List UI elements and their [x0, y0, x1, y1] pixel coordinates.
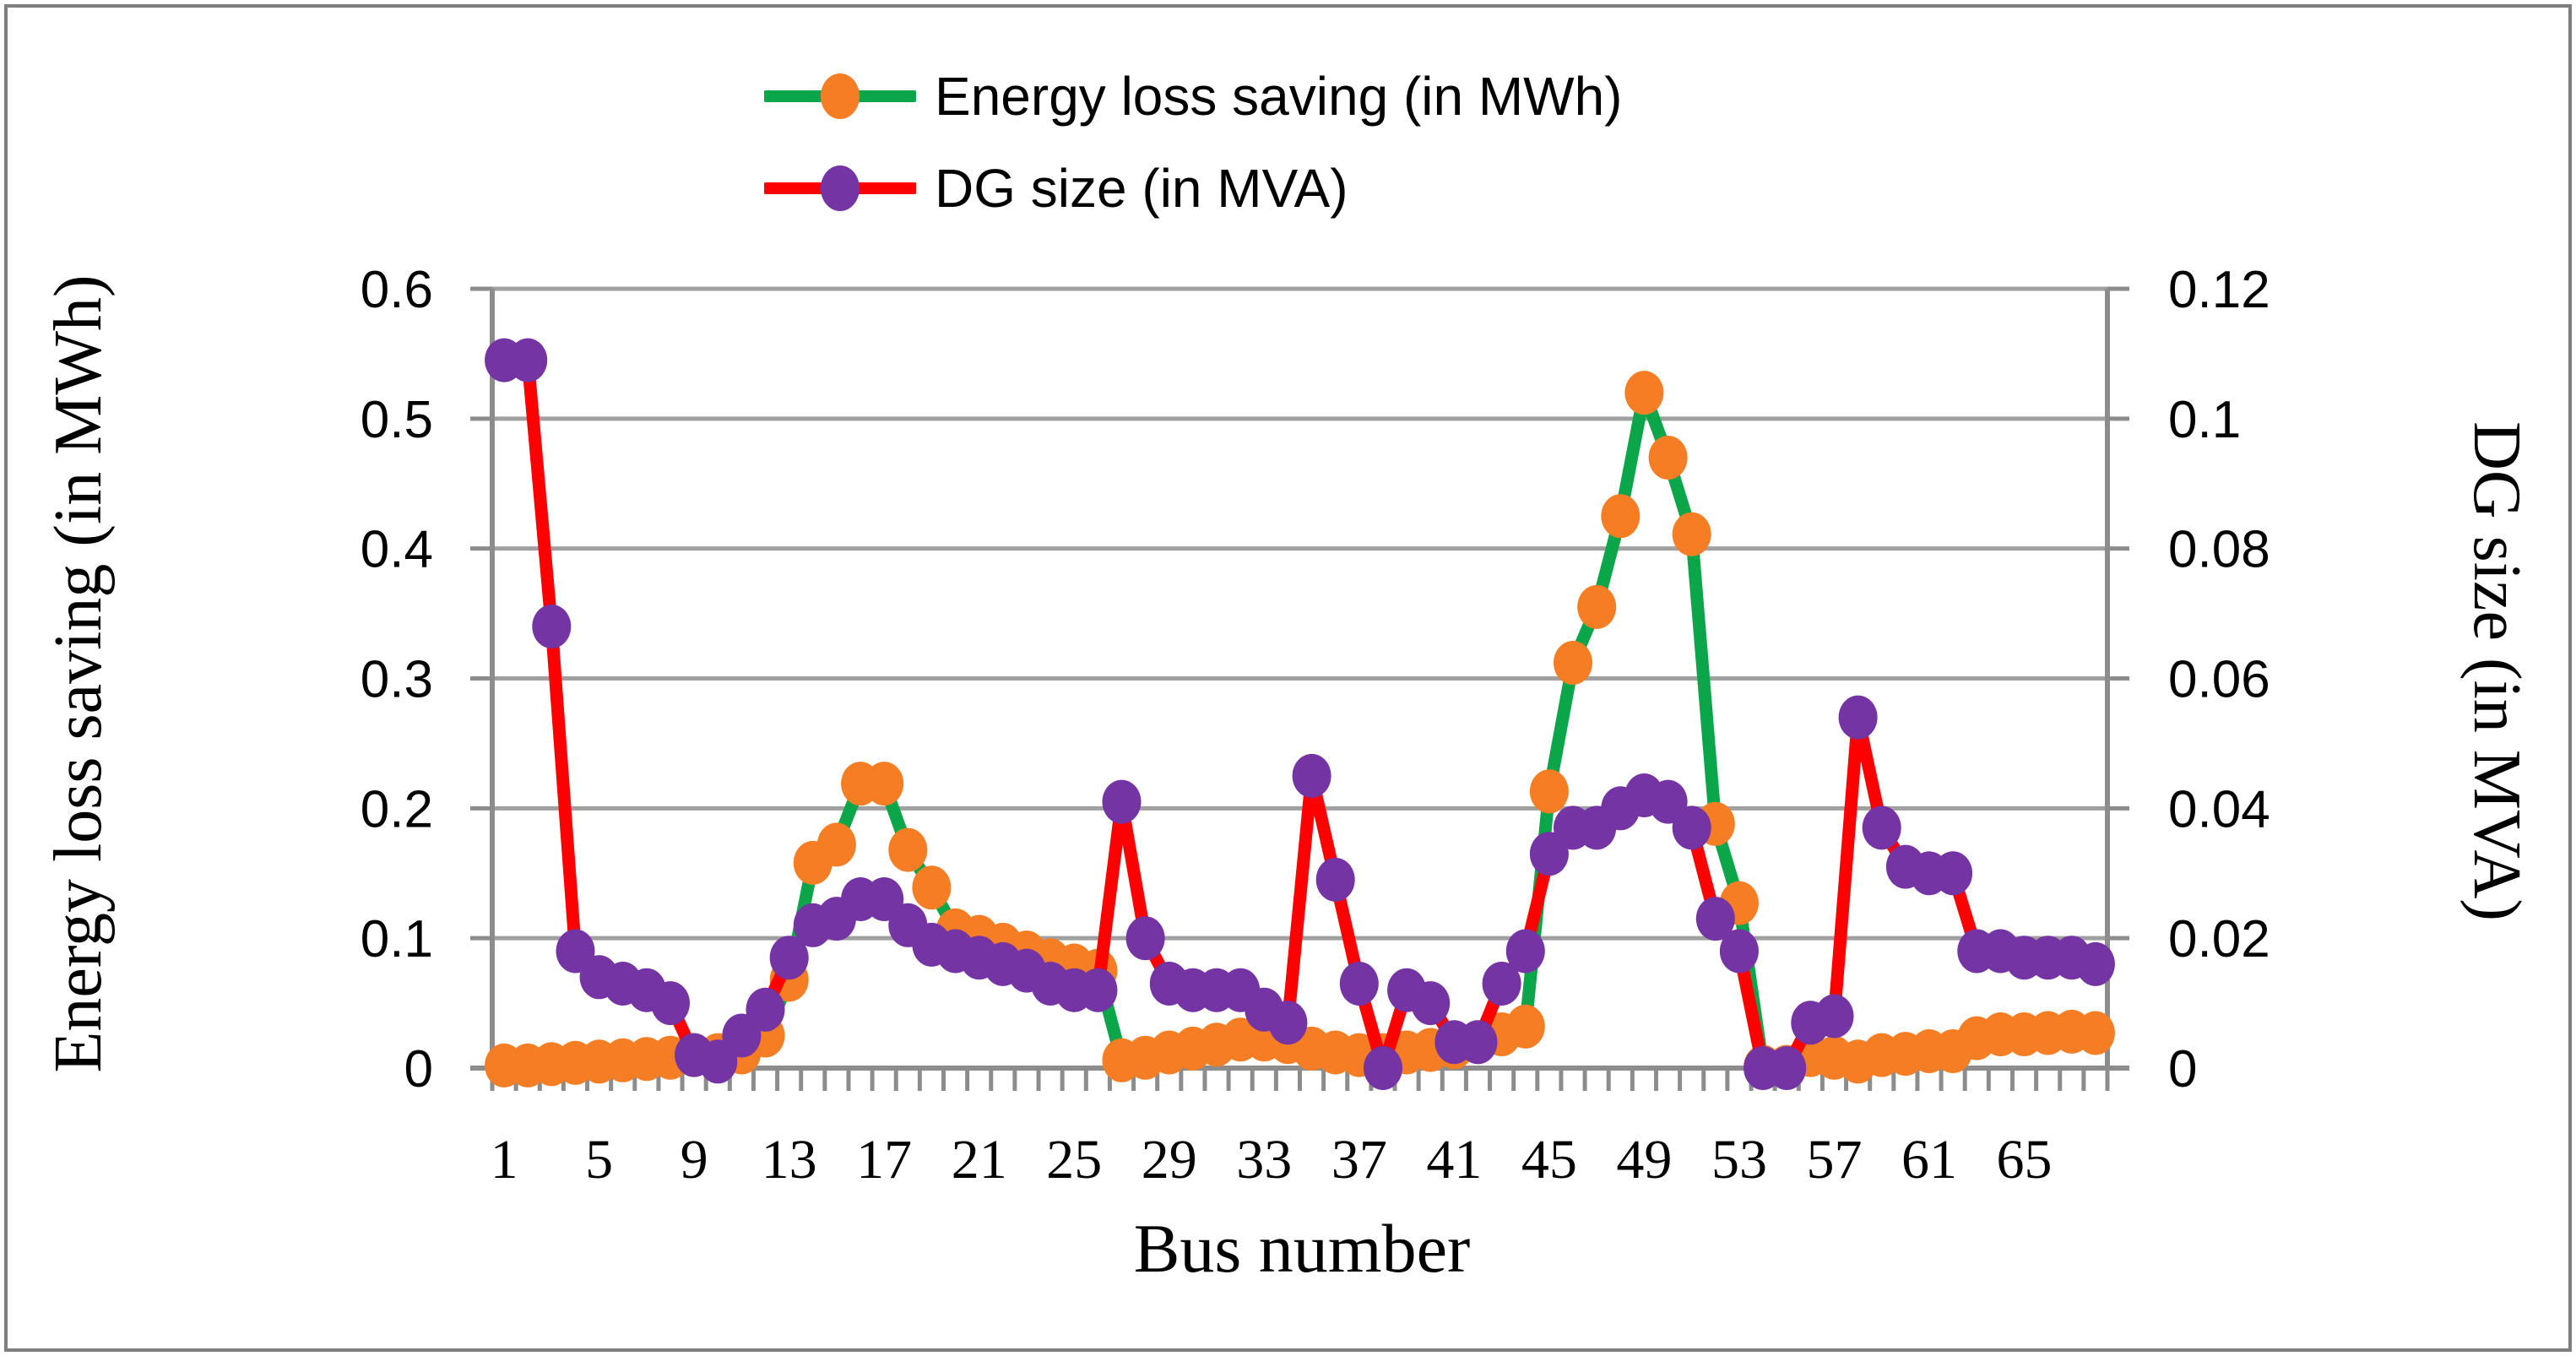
dg-series-marker [651, 981, 690, 1026]
energy-series-marker [865, 762, 904, 806]
dg-series-marker [1458, 1020, 1498, 1065]
energy-series-marker [1672, 512, 1711, 556]
x-axis-tick-label: 25 [1046, 1129, 1102, 1191]
left-axis-tick-label: 0.1 [361, 910, 433, 968]
right-axis-tick-label: 0.1 [2168, 391, 2241, 449]
dg-series-marker [1078, 968, 1118, 1012]
right-axis-title: DG size (in MVA) [2459, 421, 2534, 921]
left-axis-tick-label: 0.2 [361, 780, 433, 838]
dg-series-marker [1315, 857, 1355, 902]
dg-series-marker [1719, 929, 1759, 974]
x-axis-tick-label: 13 [762, 1129, 817, 1191]
energy-series-marker [2075, 1011, 2115, 1055]
energy-series-marker [1601, 494, 1641, 539]
dg-series-marker [2075, 941, 2115, 986]
dg-series-marker [532, 605, 572, 648]
dg-series-marker [1695, 897, 1735, 941]
dg-series-marker [508, 338, 548, 382]
right-axis-tick-label: 0.06 [2168, 651, 2270, 709]
dg-series-marker [1482, 962, 1521, 1006]
energy-series-marker [912, 865, 952, 910]
energy-series-marker [888, 827, 928, 872]
energy-series-marker [1577, 584, 1617, 629]
x-axis-tick-label: 21 [952, 1129, 1007, 1191]
x-axis-title: Bus number [1133, 1210, 1471, 1287]
left-axis-tick-label: 0.3 [361, 651, 433, 709]
dg-series-marker [1767, 1046, 1807, 1090]
dg-series-marker [1268, 1001, 1308, 1045]
right-axis-tick-label: 0.08 [2168, 521, 2270, 579]
legend-item-dg-size: DG size (in MVA) [764, 150, 1348, 226]
x-axis-tick-label: 33 [1236, 1129, 1292, 1191]
legend-label-dg-size: DG size (in MVA) [935, 158, 1348, 219]
dg-series-marker [1339, 962, 1379, 1006]
x-axis-tick-label: 45 [1521, 1129, 1577, 1191]
x-axis-tick-label: 65 [1997, 1129, 2053, 1191]
right-axis-tick-label: 0.04 [2168, 780, 2270, 838]
dg-series-marker [746, 987, 785, 1032]
dg-series-marker [1672, 805, 1711, 850]
x-axis-tick-label: 17 [856, 1129, 912, 1191]
x-axis-tick-label: 29 [1142, 1129, 1197, 1191]
energy-series-marker [1554, 641, 1592, 685]
dg-series-marker [1292, 753, 1331, 798]
dg-series-marker [1838, 695, 1878, 740]
left-axis-title: Energy loss saving (in MWh) [41, 274, 116, 1073]
legend-label-energy: Energy loss saving (in MWh) [935, 66, 1623, 127]
energy-series-marker [1648, 436, 1688, 480]
left-axis-tick-label: 0.5 [361, 391, 433, 449]
x-axis-tick-label: 57 [1806, 1129, 1862, 1191]
x-axis-tick-label: 1 [491, 1129, 518, 1191]
left-axis-tick-label: 0 [404, 1040, 433, 1098]
energy-series-marker [1529, 769, 1569, 814]
dg-series-marker [769, 936, 809, 980]
dg-series-marker [1862, 805, 1901, 850]
x-axis-tick-label: 9 [681, 1129, 708, 1191]
legend-item-energy: Energy loss saving (in MWh) [764, 58, 1622, 134]
right-axis-tick-label: 0.12 [2168, 261, 2270, 319]
dg-series-marker [1364, 1046, 1402, 1090]
dg-series-marker [1125, 916, 1165, 961]
left-axis-tick-label: 0.4 [361, 521, 433, 579]
legend-swatch-dg-icon [764, 165, 916, 211]
x-axis-tick-label: 61 [1901, 1129, 1957, 1191]
right-axis-tick-label: 0 [2168, 1040, 2197, 1098]
dg-series-marker [1102, 779, 1142, 824]
energy-series-marker [1624, 371, 1664, 415]
dg-series-marker [1814, 994, 1854, 1039]
x-axis-tick-label: 37 [1331, 1129, 1387, 1191]
dg-series-marker [1505, 929, 1545, 974]
energy-series-marker [816, 822, 856, 867]
dg-series-marker [1933, 851, 1973, 896]
x-axis-tick-label: 53 [1711, 1129, 1767, 1191]
x-axis-tick-label: 49 [1616, 1129, 1672, 1191]
legend-swatch-energy-icon [764, 73, 916, 119]
x-axis-tick-label: 41 [1426, 1129, 1482, 1191]
left-axis-tick-label: 0.6 [361, 261, 433, 319]
energy-series-marker [1505, 1004, 1545, 1049]
right-axis-tick-label: 0.02 [2168, 910, 2270, 968]
x-axis-tick-label: 5 [585, 1129, 613, 1191]
dg-series-marker [1411, 981, 1451, 1026]
